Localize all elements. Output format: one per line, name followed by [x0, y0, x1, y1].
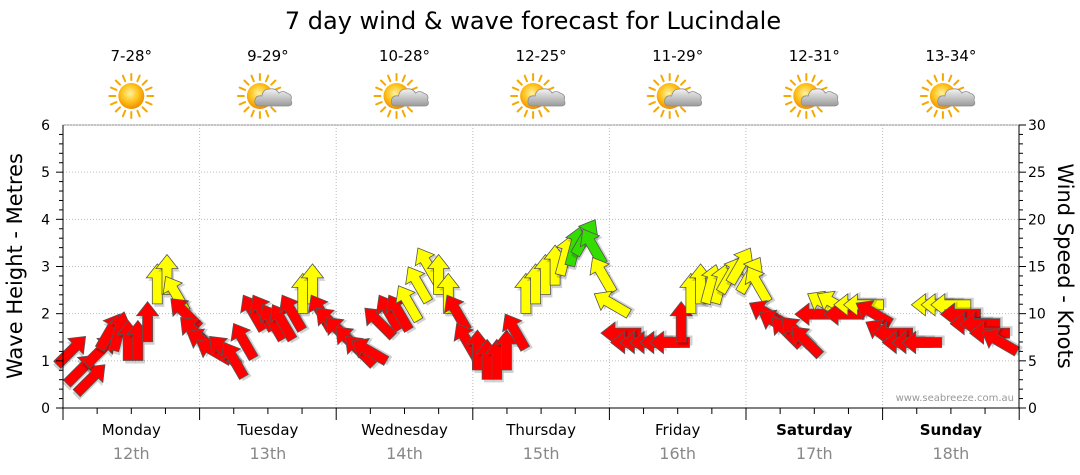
wind-arrow-body [502, 313, 531, 352]
sun-icon [108, 73, 155, 119]
wind-arrow-body [436, 272, 461, 314]
right-tick-label: 30 [1028, 118, 1046, 134]
wind-arrow [351, 337, 393, 366]
wind-arrows [53, 219, 1023, 401]
wind-arrow-body [220, 341, 249, 381]
wind-arrow [589, 256, 621, 297]
right-tick-label: 15 [1028, 260, 1046, 276]
left-tick-label: 0 [41, 401, 50, 417]
right-axis-label: Wind Speed - Knots [1053, 163, 1077, 368]
partly-cloudy-icon [783, 73, 839, 119]
wave-height-axis: 0 1 2 3 4 5 6 [41, 118, 64, 417]
temperature-range: 13-34° [925, 47, 976, 65]
wind-arrow [395, 285, 427, 325]
day-date-label: 15th [523, 444, 560, 463]
partly-cloudy-icon [646, 73, 703, 119]
wind-arrow [72, 364, 106, 401]
wind-arrow [648, 329, 693, 355]
day-date-label: 17th [796, 444, 833, 463]
wind-arrow-body [593, 290, 632, 319]
day-axis: Monday 12th Tuesday 13th Wednesday 14th Thursd… [62, 407, 1020, 463]
wind-arrow-body [981, 328, 1020, 357]
wind-arrow [901, 329, 945, 355]
wind-arrow [981, 328, 1023, 357]
wind-arrow-body [855, 300, 894, 329]
wind-arrow-body [395, 285, 424, 324]
temperature-range: 11-29° [652, 47, 703, 65]
day-name-label: Sunday [920, 421, 983, 439]
temperature-range: 12-31° [789, 47, 840, 65]
day-date-label: 14th [386, 444, 423, 463]
wind-arrow [220, 341, 252, 382]
day-name-label: Friday [655, 421, 701, 439]
wind-arrow-body [901, 330, 943, 355]
wind-arrow [744, 266, 776, 306]
wind-arrow-body [72, 364, 106, 398]
left-tick-label: 3 [41, 260, 50, 276]
wind-arrow-body [589, 256, 618, 296]
partly-cloudy-icon [236, 73, 293, 119]
day-date-label: 13th [250, 444, 287, 463]
wind-arrow-body [648, 330, 690, 355]
daily-weather-header: 7-28° 9-29° 10-28° 12-25° 11-29° 12-31° 13-34° [108, 47, 976, 119]
wind-arrow [405, 266, 436, 306]
chart-title: 7 day wind & wave forecast for Lucindale [285, 7, 781, 35]
wind-speed-axis: 0 5 10 15 20 25 30 [1018, 118, 1046, 417]
wind-arrow-body [53, 335, 87, 369]
temperature-range: 10-28° [379, 47, 430, 65]
wind-arrow-body [155, 253, 179, 295]
wind-arrow [426, 253, 452, 298]
left-tick-label: 4 [41, 212, 50, 228]
wind-arrow-body [791, 326, 825, 360]
day-name-label: Tuesday [236, 421, 298, 439]
partly-cloudy-icon [510, 73, 566, 119]
wind-arrow-body [364, 307, 398, 341]
day-date-label: 12th [113, 444, 150, 463]
day-name-label: Wednesday [361, 421, 448, 439]
temperature-range: 12-25° [516, 47, 567, 65]
wind-arrow [364, 307, 401, 341]
sun-glyph [108, 73, 155, 119]
wind-arrow [135, 301, 161, 345]
wind-arrow [53, 335, 87, 372]
wind-arrow [502, 313, 533, 353]
wind-arrow-body [744, 266, 773, 305]
wind-arrow-body [135, 301, 160, 343]
wind-arrow [230, 322, 262, 363]
left-tick-label: 1 [41, 354, 50, 370]
wind-arrow-body [351, 337, 390, 366]
wind-arrow-body [426, 253, 451, 295]
left-axis-label: Wave Height - Metres [3, 153, 27, 379]
wind-arrow-body [405, 266, 434, 305]
day-name-label: Thursday [505, 421, 576, 439]
left-tick-label: 6 [41, 118, 50, 134]
wind-arrow-body [230, 322, 259, 362]
temperature-range: 9-29° [247, 47, 289, 65]
wind-arrow [593, 290, 635, 319]
right-tick-label: 20 [1028, 212, 1046, 228]
credit-text: www.seabreeze.com.au [896, 393, 1014, 404]
partly-cloudy-icon [373, 73, 429, 119]
day-name-label: Monday [102, 421, 161, 439]
partly-cloudy-icon [919, 73, 976, 119]
right-tick-label: 25 [1028, 165, 1046, 181]
left-tick-label: 5 [41, 165, 50, 181]
wind-arrow [855, 300, 897, 329]
right-tick-label: 10 [1028, 307, 1046, 323]
day-name-label: Saturday [776, 421, 853, 439]
temperature-range: 7-28° [111, 47, 153, 65]
day-date-label: 16th [659, 444, 696, 463]
day-date-label: 18th [933, 444, 970, 463]
right-tick-label: 0 [1028, 401, 1037, 417]
left-tick-label: 2 [41, 307, 50, 323]
wind-arrow [791, 326, 828, 360]
right-tick-label: 5 [1028, 354, 1037, 370]
